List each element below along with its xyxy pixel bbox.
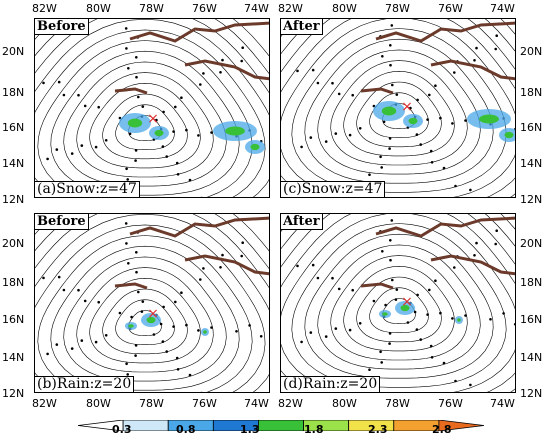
- panel-header: After: [281, 214, 323, 230]
- colorbar-label: 2.8: [432, 423, 452, 436]
- lon-tick: 82W: [278, 2, 303, 15]
- lat-tick: 20N: [520, 45, 543, 58]
- lat-tick: 14N: [2, 351, 25, 364]
- storm-center-marker: ×: [401, 294, 413, 310]
- colorbar-label: 1.8: [304, 423, 324, 436]
- lon-tick: 82W: [32, 397, 57, 410]
- colorbar-label: 1.3: [240, 423, 260, 436]
- streamline-field: ×: [35, 214, 269, 392]
- lat-tick: 16N: [2, 121, 25, 134]
- lon-tick: 78W: [385, 2, 410, 15]
- lat-tick: 18N: [2, 276, 25, 289]
- panel-label: (c)Snow:z=47: [281, 181, 386, 197]
- lon-tick: 76W: [192, 2, 217, 15]
- storm-center-marker: ×: [147, 306, 159, 322]
- colorbar-label: 0.3: [112, 423, 132, 436]
- lon-tick: 74W: [244, 397, 269, 410]
- lat-tick: 14N: [520, 157, 543, 170]
- panel-header: After: [281, 19, 323, 35]
- lat-tick: 16N: [2, 313, 25, 326]
- lat-tick: 20N: [2, 237, 25, 250]
- lat-tick: 20N: [2, 45, 25, 58]
- lat-tick: 16N: [520, 121, 543, 134]
- panel-label: (a)Snow:z=47: [35, 181, 140, 197]
- streamline-field: ×: [281, 214, 515, 392]
- streamline-field: ×: [281, 19, 515, 197]
- colorbar: [78, 420, 484, 431]
- lon-tick: 76W: [192, 397, 217, 410]
- colorbar-label: 0.8: [176, 423, 196, 436]
- lat-tick: 18N: [520, 86, 543, 99]
- lon-tick: 80W: [332, 2, 357, 15]
- storm-center-marker: ×: [401, 99, 413, 115]
- lon-tick: 78W: [139, 397, 164, 410]
- panel-label: (d)Rain:z=20: [281, 376, 381, 392]
- panel-a: × Before (a)Snow:z=47: [34, 18, 270, 198]
- lon-tick: 80W: [332, 397, 357, 410]
- lat-tick: 12N: [2, 193, 25, 206]
- lon-tick: 74W: [244, 2, 269, 15]
- lon-tick: 80W: [86, 2, 111, 15]
- panel-header: Before: [35, 19, 89, 35]
- lon-tick: 82W: [32, 2, 57, 15]
- lon-tick: 78W: [139, 2, 164, 15]
- panel-c: × After (c)Snow:z=47: [280, 18, 516, 198]
- lat-tick: 12N: [520, 193, 543, 206]
- lon-tick: 78W: [385, 397, 410, 410]
- panel-header: Before: [35, 214, 89, 230]
- colorbar-label: 2.3: [368, 423, 388, 436]
- lat-tick: 14N: [520, 351, 543, 364]
- lat-tick: 16N: [520, 313, 543, 326]
- lon-tick: 74W: [490, 397, 515, 410]
- lat-tick: 18N: [2, 86, 25, 99]
- lat-tick: 18N: [520, 276, 543, 289]
- lon-tick: 76W: [438, 2, 463, 15]
- panel-d: × After (d)Rain:z=20: [280, 213, 516, 393]
- lon-tick: 80W: [86, 397, 111, 410]
- lat-tick: 12N: [2, 387, 25, 400]
- storm-center-marker: ×: [147, 111, 159, 127]
- lat-tick: 12N: [520, 387, 543, 400]
- lat-tick: 14N: [2, 157, 25, 170]
- lat-tick: 20N: [520, 237, 543, 250]
- panel-b: × Before (b)Rain:z=20: [34, 213, 270, 393]
- lon-tick: 82W: [278, 397, 303, 410]
- streamline-field: ×: [35, 19, 269, 197]
- lon-tick: 74W: [490, 2, 515, 15]
- panel-label: (b)Rain:z=20: [35, 376, 135, 392]
- lon-tick: 76W: [438, 397, 463, 410]
